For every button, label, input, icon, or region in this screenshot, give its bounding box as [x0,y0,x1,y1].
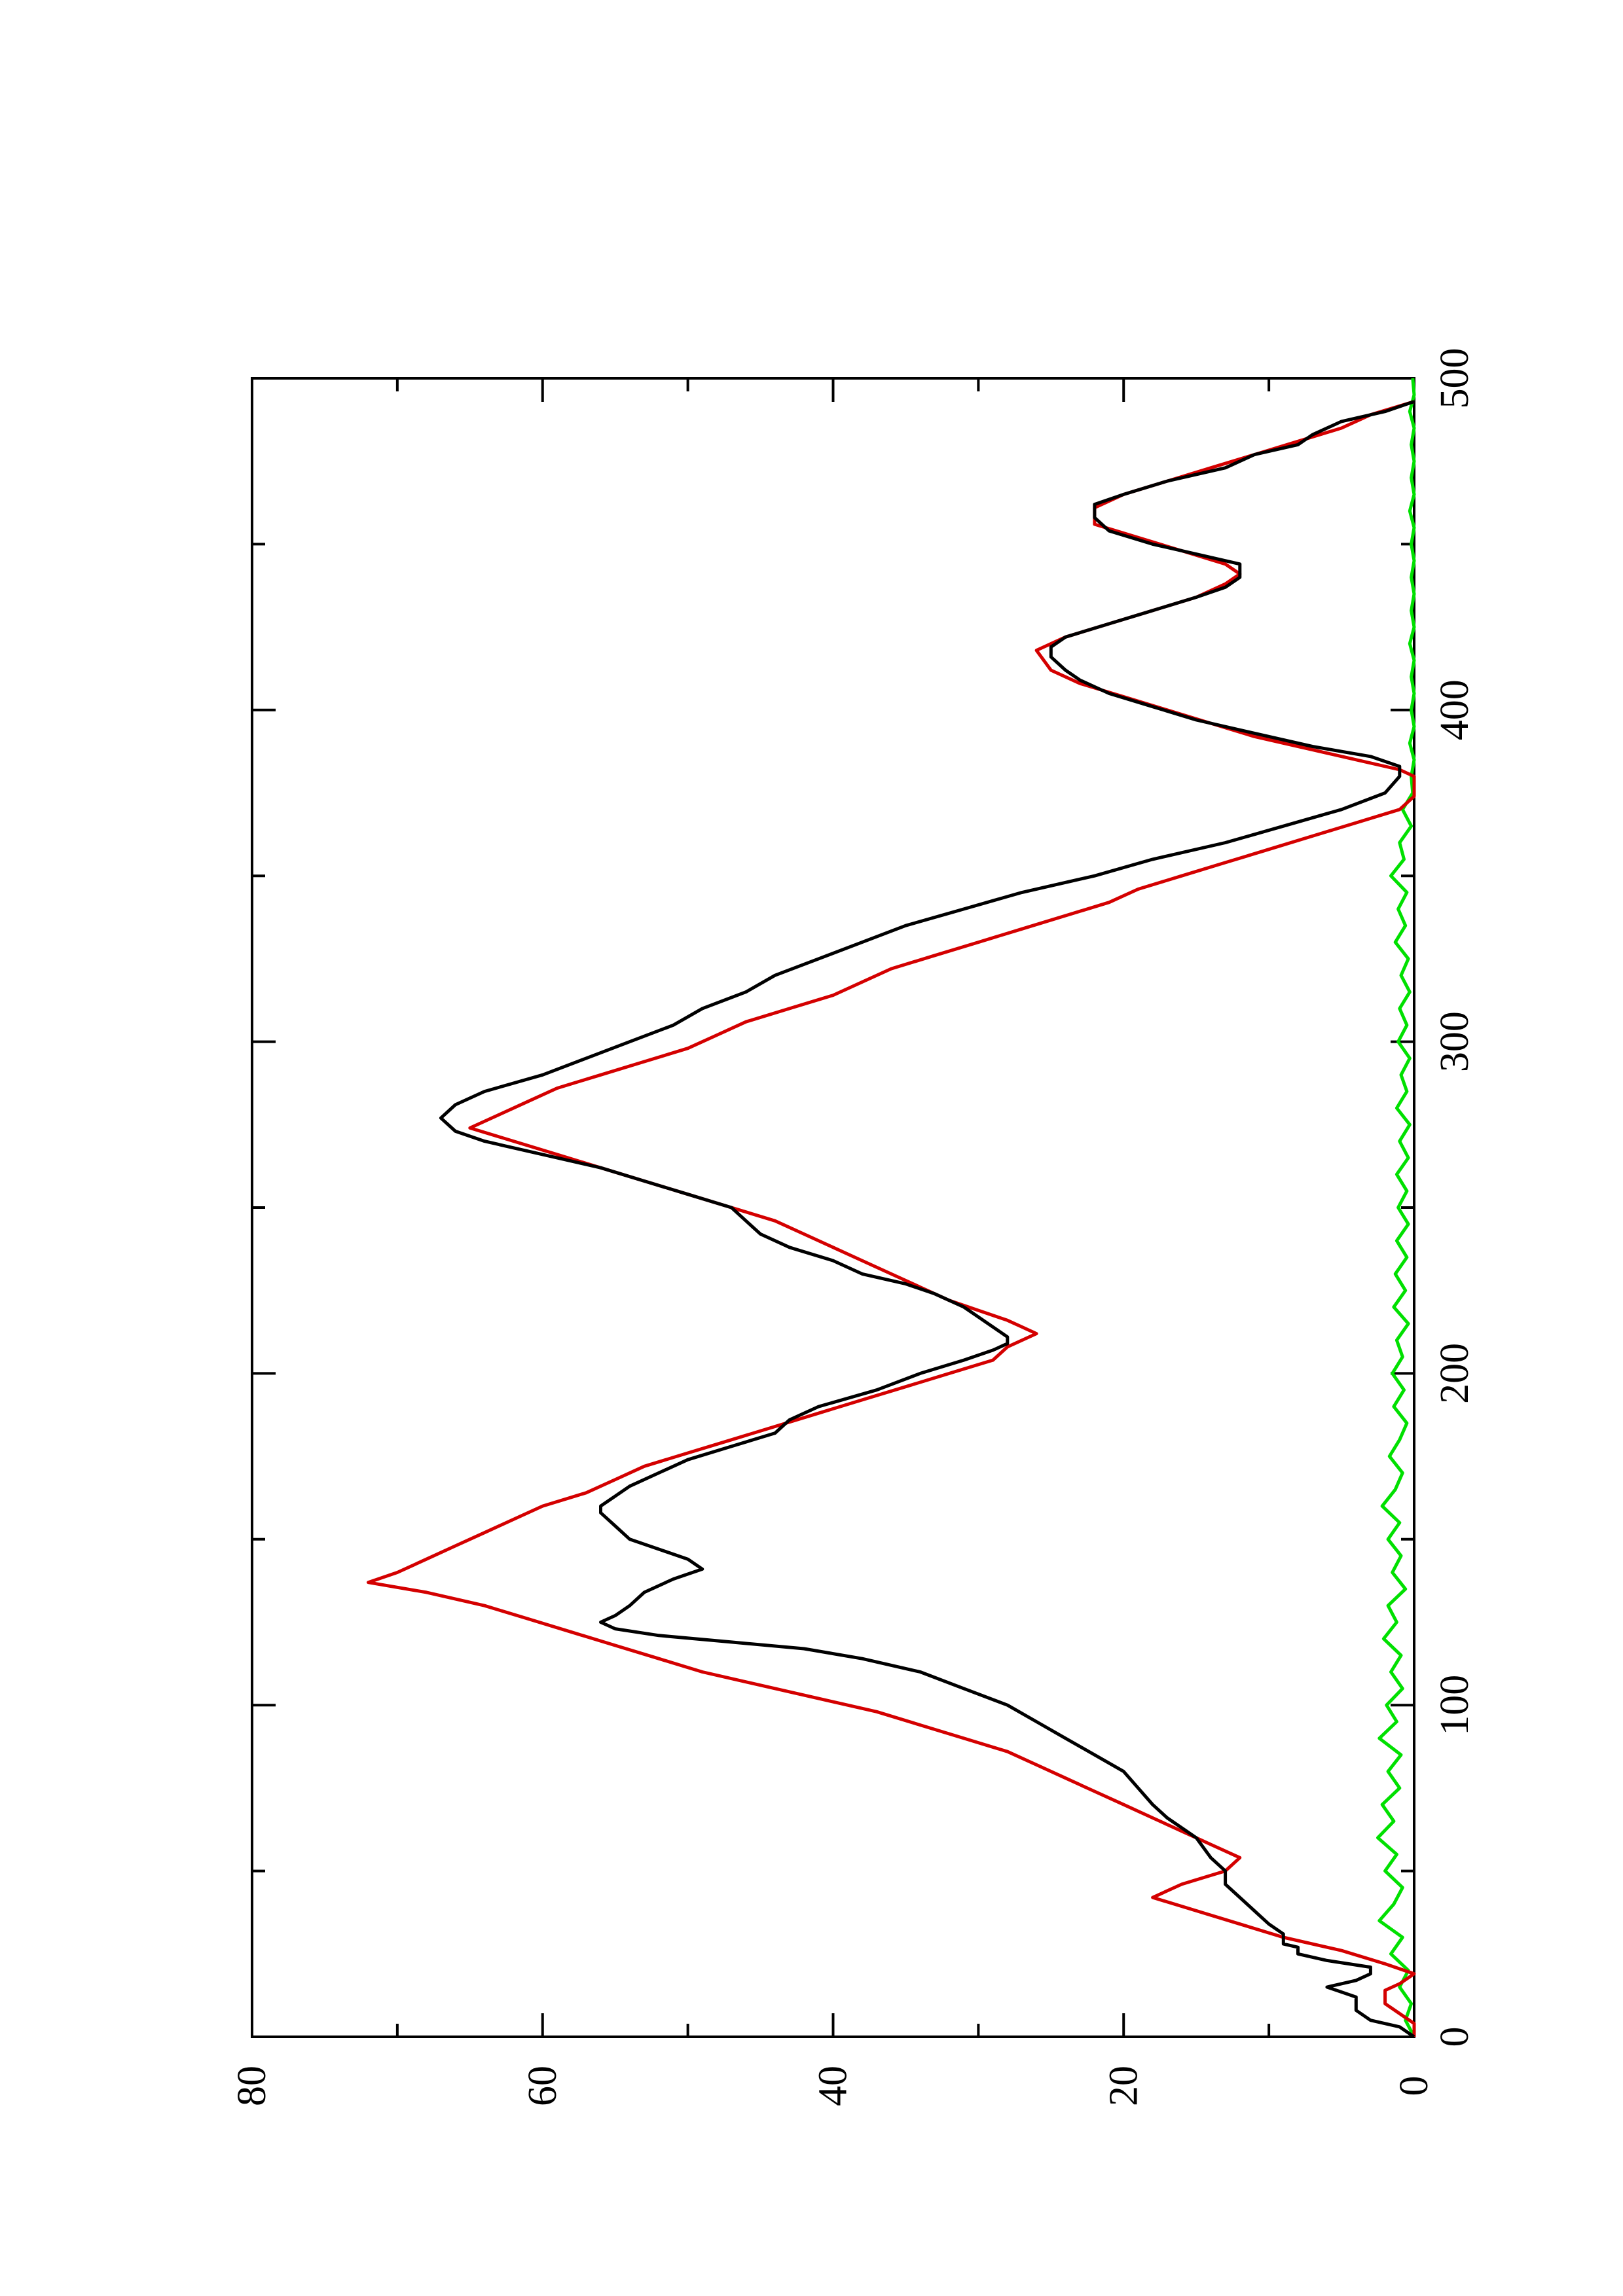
x-tick-label: 0 [1432,2027,1477,2047]
y-tick-label: 20 [1101,2066,1146,2106]
x-tick-label: 200 [1432,1343,1477,1404]
series-line-green [1376,378,1416,2038]
series-line-red [367,400,1416,2037]
axis-ticks [251,377,1415,2038]
x-tick-label: 500 [1432,348,1477,409]
y-tick-label: 0 [1392,2076,1436,2096]
series-lines [367,378,1416,2039]
x-tick-label: 100 [1432,1675,1477,1736]
x-tick-label: 300 [1432,1011,1477,1072]
series-line-black [439,400,1415,2039]
x-tick-label: 400 [1432,679,1477,740]
y-tick-label: 40 [811,2066,856,2106]
plot-frame [251,377,1415,2038]
y-tick-label: 80 [230,2066,274,2106]
y-tick-label: 60 [520,2066,565,2106]
tick-labels: 0 100 200 300 400 500 0 20 40 60 80 [230,348,1477,2107]
